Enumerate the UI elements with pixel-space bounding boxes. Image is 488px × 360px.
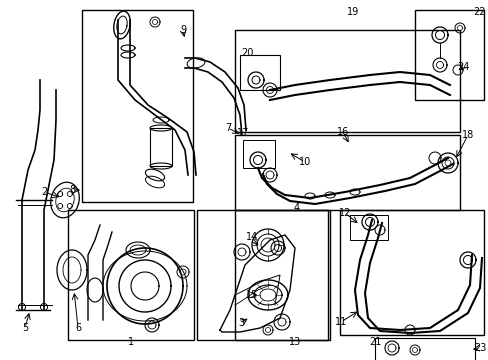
Text: 11: 11 xyxy=(334,317,346,327)
Text: 8: 8 xyxy=(69,185,75,195)
Text: 23: 23 xyxy=(473,343,485,353)
Text: 1: 1 xyxy=(128,337,134,347)
Text: 5: 5 xyxy=(22,323,28,333)
Bar xyxy=(349,215,387,240)
Text: 9: 9 xyxy=(180,25,185,35)
Text: 2: 2 xyxy=(41,187,47,197)
Text: 18: 18 xyxy=(461,130,473,140)
Text: 14: 14 xyxy=(245,232,258,242)
Bar xyxy=(68,210,194,340)
Text: 15: 15 xyxy=(245,290,258,300)
Bar xyxy=(235,30,459,132)
Bar xyxy=(235,135,459,210)
Text: 24: 24 xyxy=(456,62,468,72)
Bar xyxy=(240,55,280,90)
Text: 17: 17 xyxy=(236,128,249,138)
Text: 3: 3 xyxy=(238,318,244,328)
Bar xyxy=(150,128,172,166)
Text: 19: 19 xyxy=(346,7,358,17)
Text: 21: 21 xyxy=(368,337,381,347)
Text: 13: 13 xyxy=(288,337,301,347)
Bar xyxy=(235,210,329,340)
Text: 4: 4 xyxy=(293,203,300,213)
Bar xyxy=(82,10,193,202)
Bar xyxy=(374,338,474,360)
Text: 20: 20 xyxy=(240,48,253,58)
Text: 10: 10 xyxy=(298,157,310,167)
Bar xyxy=(339,210,483,335)
Text: 7: 7 xyxy=(224,123,231,133)
Text: 12: 12 xyxy=(338,208,350,218)
Bar xyxy=(414,10,483,100)
Text: 22: 22 xyxy=(473,7,485,17)
Bar xyxy=(197,210,327,340)
Text: 16: 16 xyxy=(336,127,348,137)
Text: 6: 6 xyxy=(75,323,81,333)
Bar xyxy=(243,140,274,168)
